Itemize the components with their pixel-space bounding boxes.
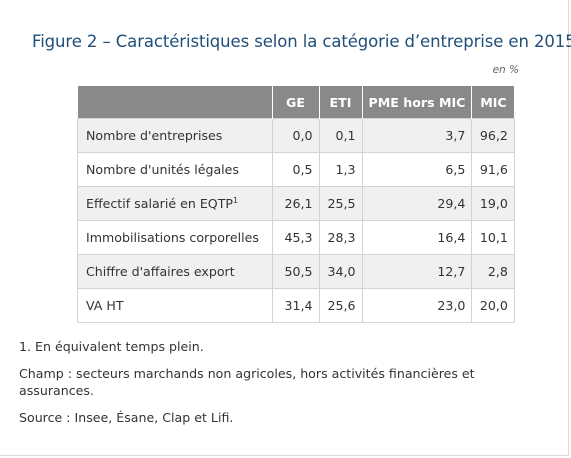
table-row: Immobilisations corporelles 45,3 28,3 16…	[77, 220, 515, 255]
cell-eti: 28,3	[318, 220, 363, 255]
unit-label: en %	[492, 64, 519, 76]
cell-ge: 0,0	[271, 118, 320, 153]
cell-pme: 29,4	[361, 186, 473, 221]
footnote-marker: 1	[233, 195, 239, 205]
table-header-row: GE ETI PME hors MIC MIC	[77, 86, 515, 119]
cell-ge: 50,5	[271, 254, 320, 289]
column-header-pme: PME hors MIC	[361, 86, 472, 119]
figure-title: Figure 2 – Caractéristiques selon la cat…	[32, 32, 571, 51]
cell-pme: 12,7	[361, 254, 473, 289]
column-header-eti: ETI	[318, 86, 362, 119]
cell-ge: 31,4	[271, 288, 320, 323]
row-label: Chiffre d'affaires export	[77, 254, 273, 289]
cell-pme: 6,5	[361, 152, 473, 187]
column-header-mic: MIC	[471, 86, 515, 119]
cell-ge: 0,5	[271, 152, 320, 187]
table-row: Chiffre d'affaires export 50,5 34,0 12,7…	[77, 254, 515, 289]
cell-ge: 45,3	[271, 220, 320, 255]
cell-mic: 91,6	[471, 152, 515, 187]
source-text: Source : Insee, Ésane, Clap et Lifi.	[19, 410, 234, 425]
cell-pme: 3,7	[361, 118, 473, 153]
champ-text: Champ : secteurs marchands non agricoles…	[19, 366, 475, 398]
cell-eti: 0,1	[318, 118, 363, 153]
table-row: Nombre d'entreprises 0,0 0,1 3,7 96,2	[77, 118, 515, 153]
footnote-text: 1. En équivalent temps plein.	[19, 339, 204, 354]
cell-mic: 96,2	[471, 118, 515, 153]
row-label: Nombre d'entreprises	[77, 118, 273, 153]
table-row: VA HT 31,4 25,6 23,0 20,0	[77, 288, 515, 323]
cell-mic: 19,0	[471, 186, 515, 221]
cell-mic: 10,1	[471, 220, 515, 255]
data-table: GE ETI PME hors MIC MIC Nombre d'entrepr…	[77, 86, 515, 323]
cell-mic: 20,0	[471, 288, 515, 323]
cell-eti: 25,6	[318, 288, 363, 323]
row-label-cell: Effectif salarié en EQTP1	[77, 186, 273, 221]
column-header-ge: GE	[271, 86, 319, 119]
table-row: Nombre d'unités légales 0,5 1,3 6,5 91,6	[77, 152, 515, 187]
cell-eti: 34,0	[318, 254, 363, 289]
row-label: VA HT	[77, 288, 273, 323]
header-blank-cell	[77, 86, 272, 119]
cell-mic: 2,8	[471, 254, 515, 289]
cell-eti: 25,5	[318, 186, 363, 221]
notes-block: 1. En équivalent temps plein. Champ : se…	[19, 338, 539, 436]
cell-pme: 23,0	[361, 288, 473, 323]
row-label: Effectif salarié en EQTP	[86, 196, 233, 211]
row-label: Nombre d'unités légales	[77, 152, 273, 187]
cell-eti: 1,3	[318, 152, 363, 187]
cell-pme: 16,4	[361, 220, 473, 255]
row-label: Immobilisations corporelles	[77, 220, 273, 255]
cell-ge: 26,1	[271, 186, 320, 221]
table-row: Effectif salarié en EQTP1 26,1 25,5 29,4…	[77, 186, 515, 221]
